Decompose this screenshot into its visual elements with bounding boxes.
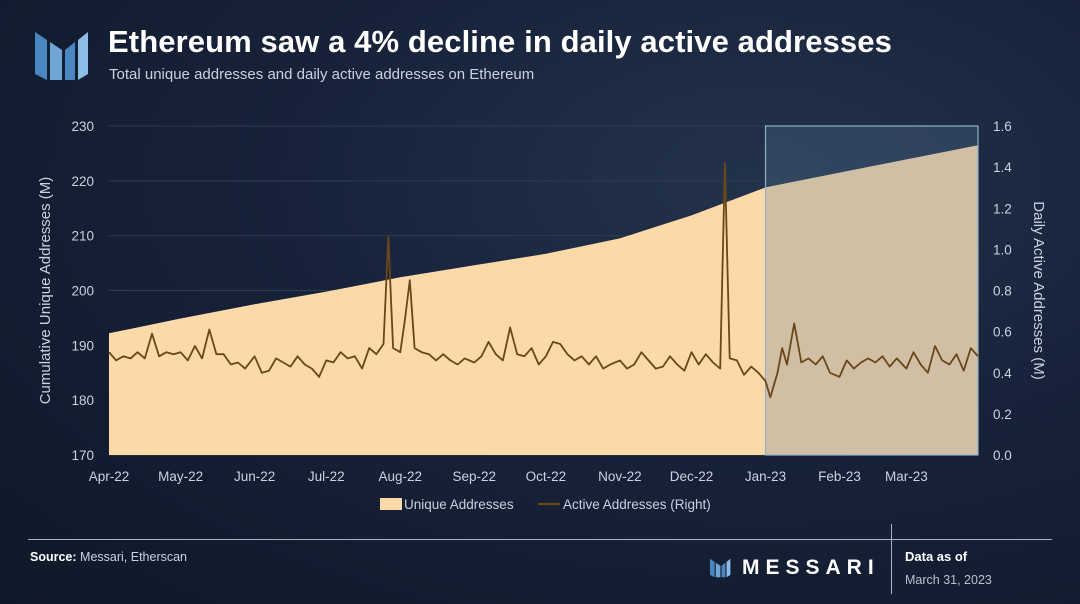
x-tick-label: May-22 [158,469,203,484]
source-label: Source: [30,550,77,564]
right-tick-label: 0.8 [993,284,1012,299]
x-tick-label: Aug-22 [378,469,422,484]
right-tick-label: 1.0 [993,242,1012,257]
right-tick-label: 0.2 [993,407,1012,422]
left-tick-label: 170 [71,448,94,463]
unique-addresses-area [109,145,978,455]
left-axis-title: Cumulative Unique Addresses (M) [37,177,54,405]
data-as-of-label: Data as of [905,549,968,564]
x-tick-label: Jun-22 [234,469,275,484]
x-tick-label: Mar-23 [885,469,928,484]
left-tick-label: 190 [71,338,94,353]
data-as-of-date: March 31, 2023 [905,573,992,587]
left-tick-label: 180 [71,393,94,408]
left-tick-label: 220 [71,174,94,189]
brand: MESSARI [708,556,880,580]
right-tick-label: 0.0 [993,448,1012,463]
x-tick-label: Dec-22 [670,469,714,484]
right-tick-label: 1.2 [993,201,1012,216]
legend-swatch-unique-addresses [380,498,402,510]
x-tick-label: Nov-22 [598,469,642,484]
right-tick-label: 0.6 [993,325,1012,340]
legend-label-active-addresses: Active Addresses (Right) [563,497,711,512]
footer-vertical-divider [891,524,892,594]
active-addresses-line [108,162,979,399]
left-tick-label: 230 [71,119,94,134]
x-tick-label: Jan-23 [745,469,786,484]
x-tick-label: Oct-22 [526,469,567,484]
right-axis-title: Daily Active Addresses (M) [1030,201,1047,379]
right-tick-label: 1.4 [993,160,1012,175]
right-tick-label: 0.4 [993,366,1012,381]
x-tick-label: Apr-22 [89,469,130,484]
footer-divider [28,539,1052,540]
highlight-region [764,125,979,456]
x-tick-label: Sep-22 [452,469,496,484]
chart-subtitle: Total unique addresses and daily active … [109,66,535,83]
left-tick-label: 210 [71,229,94,244]
x-tick-label: Feb-23 [818,469,861,484]
messari-small-logo-icon [710,558,731,578]
left-tick-label: 200 [71,284,94,299]
brand-wordmark: MESSARI [742,556,880,579]
chart-title: Ethereum saw a 4% decline in daily activ… [108,24,892,59]
legend-label-unique-addresses: Unique Addresses [404,497,514,512]
source-text: Messari, Etherscan [80,550,188,564]
x-tick-label: Jul-22 [308,469,345,484]
source-note: Source: Messari, Etherscan [30,550,187,564]
messari-logo-icon [35,32,88,80]
right-tick-label: 1.6 [993,119,1012,134]
